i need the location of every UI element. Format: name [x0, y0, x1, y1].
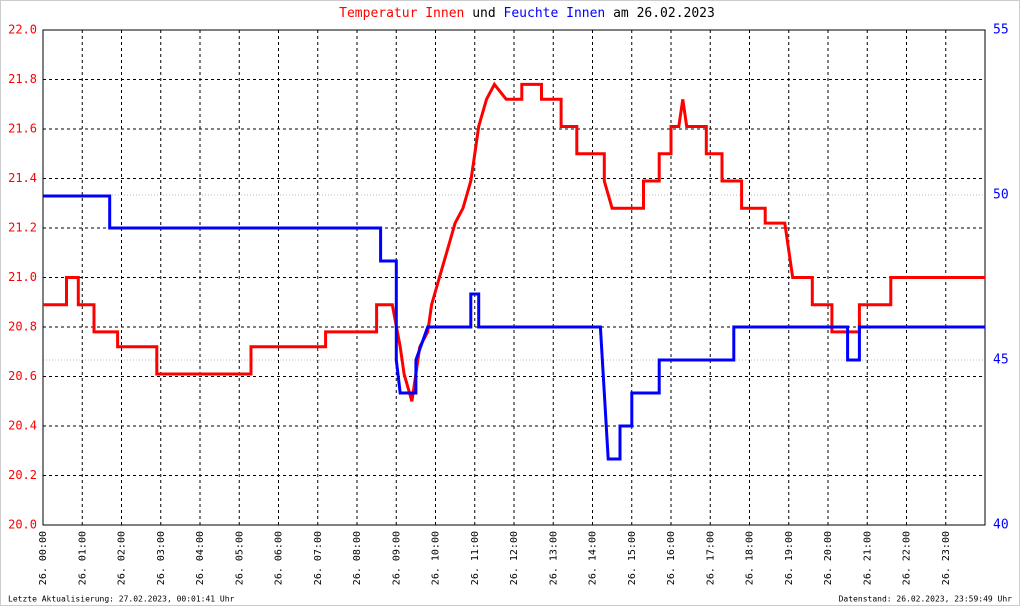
x-tick-label: 26. 14:00	[588, 531, 599, 585]
y2-tick-label: 40	[993, 518, 1009, 533]
x-tick-label: 26. 19:00	[784, 531, 795, 585]
y-tick-label: 21.2	[8, 221, 37, 235]
x-tick-label: 26. 01:00	[77, 531, 88, 585]
x-tick-label: 26. 06:00	[274, 531, 285, 585]
x-tick-label: 26. 15:00	[627, 531, 638, 585]
x-tick-label: 26. 22:00	[902, 531, 913, 585]
x-tick-label: 26. 23:00	[941, 531, 952, 585]
x-tick-label: 26. 16:00	[666, 531, 677, 585]
x-tick-label: 26. 11:00	[470, 531, 481, 585]
x-tick-label: 26. 07:00	[313, 531, 324, 585]
title-series-1: Temperatur Innen	[339, 6, 464, 21]
x-tick-label: 26. 12:00	[509, 531, 520, 585]
x-tick-label: 26. 00:00	[38, 531, 49, 585]
x-tick-label: 26. 20:00	[823, 531, 834, 585]
y-tick-label: 21.0	[8, 270, 37, 284]
y-tick-label: 21.4	[8, 171, 37, 185]
title-part: am 26.02.2023	[613, 6, 715, 21]
title-series-2: Feuchte Innen	[504, 6, 606, 21]
footer-left: Letzte Aktualisierung: 27.02.2023, 00:01…	[8, 595, 235, 604]
y-tick-label: 21.8	[8, 72, 37, 86]
x-tick-label: 26. 02:00	[117, 531, 128, 585]
y-tick-label: 21.6	[8, 122, 37, 136]
x-tick-label: 26. 18:00	[745, 531, 756, 585]
x-tick-label: 26. 21:00	[862, 531, 873, 585]
title-part: und	[472, 6, 495, 21]
footer-right: Datenstand: 26.02.2023, 23:59:49 Uhr	[839, 595, 1013, 604]
x-tick-label: 26. 04:00	[195, 531, 206, 585]
y-tick-label: 20.6	[8, 369, 37, 383]
y2-tick-label: 50	[993, 188, 1009, 203]
y-tick-label: 20.2	[8, 468, 37, 482]
y2-tick-label: 55	[993, 23, 1009, 38]
x-tick-label: 26. 08:00	[352, 531, 363, 585]
y-tick-label: 22.0	[8, 23, 37, 37]
x-tick-label: 26. 10:00	[431, 531, 442, 585]
series-line	[43, 81, 985, 402]
series-line	[43, 194, 985, 461]
x-tick-label: 26. 13:00	[548, 531, 559, 585]
x-tick-label: 26. 09:00	[391, 531, 402, 585]
y-tick-label: 20.0	[8, 518, 37, 532]
x-tick-label: 26. 03:00	[156, 531, 167, 585]
y-tick-label: 20.8	[8, 320, 37, 334]
x-tick-label: 26. 17:00	[705, 531, 716, 585]
y2-tick-label: 45	[993, 353, 1009, 368]
x-tick-label: 26. 05:00	[234, 531, 245, 585]
y-tick-label: 20.4	[8, 419, 37, 433]
chart-title: Temperatur Innen und Feuchte Innen am 26…	[339, 6, 715, 21]
